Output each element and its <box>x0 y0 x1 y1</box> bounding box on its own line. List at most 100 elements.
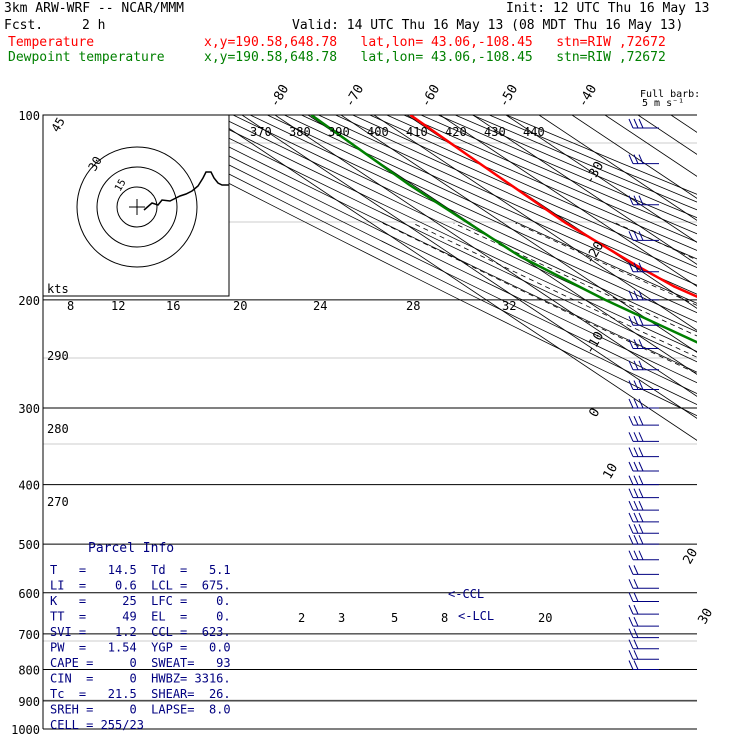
wind-barb-flag <box>628 639 634 649</box>
wind-barb <box>628 415 659 426</box>
wind-barb-flag <box>633 550 639 560</box>
isotherm-label: -80 <box>267 82 292 110</box>
hodograph-ring-label-15: 15 <box>113 178 129 194</box>
isotherm-label: -70 <box>342 82 367 110</box>
isotherm-line <box>538 115 697 221</box>
wind-barb-flag <box>628 579 634 589</box>
wind-barb <box>628 628 659 639</box>
pressure-tick-label: 100 <box>18 109 40 123</box>
wind-barb-flag <box>628 432 634 442</box>
wind-barb-flag <box>633 316 639 326</box>
wind-barb <box>628 475 659 486</box>
barb-legend-title: Full barb: <box>640 89 700 100</box>
temperature-profile-line <box>409 115 697 299</box>
temperature-location: x,y=190.58,648.78 lat,lon= 43.06,-108.45… <box>204 35 666 50</box>
wind-barb-flag <box>633 380 639 390</box>
wind-barb <box>628 118 659 129</box>
wind-barb <box>628 262 659 273</box>
wind-barb-flag <box>638 488 644 498</box>
ccl-marker: <-CCL <box>448 587 484 601</box>
wind-barb-flag <box>638 262 644 272</box>
wind-barb-flag <box>628 534 634 545</box>
wind-barb <box>628 154 659 165</box>
isotherm-line <box>274 115 697 397</box>
wind-barb-flag <box>638 415 644 426</box>
parcel-info-row: LI = 0.6 LCL = 675. <box>50 579 231 593</box>
wind-barb-flag <box>628 550 634 560</box>
dewpoint-location: x,y=190.58,648.78 lat,lon= 43.06,-108.45… <box>204 50 666 65</box>
wind-barb-flag <box>633 534 639 545</box>
mixing-ratio-label: 24 <box>313 299 327 313</box>
isotherm-line <box>472 115 697 265</box>
dry-adiabat-line <box>420 115 697 235</box>
wind-barb-flag <box>638 195 644 205</box>
isotherm-line <box>208 115 697 441</box>
wind-barb-flag <box>638 461 644 472</box>
wind-barb-flag <box>638 550 644 560</box>
wind-barb-flag <box>628 339 634 349</box>
wind-barb-flag <box>628 475 634 485</box>
parcel-info-row: SVI = 1.2 CCL = 623. <box>50 625 231 639</box>
theta-side-label: 270 <box>47 495 69 509</box>
parcel-info-row: CELL = 255/23 <box>50 718 144 732</box>
wind-barb-flag <box>628 488 634 498</box>
lower-mixing-label: 2 <box>298 611 305 625</box>
wind-barb-flag <box>633 154 639 164</box>
lower-mixing-label: 5 <box>391 611 398 625</box>
wind-barb <box>628 604 659 615</box>
wind-barb-flag <box>633 447 639 457</box>
dry-adiabat-line <box>147 115 697 384</box>
wind-barb <box>628 290 659 301</box>
dry-adiabat-line <box>181 115 697 363</box>
theta-label: 390 <box>328 125 350 139</box>
isotherm-line <box>373 115 697 331</box>
wind-barb <box>628 639 659 650</box>
wind-barb-flag <box>633 604 639 615</box>
wind-barb-flag <box>628 118 634 129</box>
dry-adiabat-line <box>250 115 697 323</box>
parcel-info-row: PW = 1.54 YGP = 0.0 <box>50 641 231 655</box>
mixing-ratio-label: 20 <box>233 299 247 313</box>
theta-label: 440 <box>523 125 545 139</box>
hodograph-ring-label-45: 45 <box>48 115 67 135</box>
wind-barb-flag <box>633 592 639 602</box>
wind-barb <box>628 316 659 326</box>
forecast-hour: 2 h <box>82 18 106 33</box>
wind-barb <box>628 534 659 545</box>
isotherm-line <box>241 115 697 419</box>
wind-barb-flag <box>638 512 644 523</box>
wind-barb-flag <box>633 415 639 426</box>
pressure-tick-label: 600 <box>18 587 40 601</box>
pressure-tick-label: 700 <box>18 628 40 642</box>
wind-barb-flag <box>638 534 644 545</box>
mixing-ratio-label: 8 <box>67 299 74 313</box>
pressure-tick-label: 200 <box>18 294 40 308</box>
dry-adiabat-line <box>232 115 697 333</box>
wind-barb-flag <box>638 118 644 129</box>
wind-barb <box>628 360 659 371</box>
wind-barb-flag <box>633 475 639 485</box>
wind-barb-flag <box>628 592 634 602</box>
wind-barb <box>628 461 659 472</box>
barb-legend-unit: 5 m s⁻¹ <box>642 98 684 109</box>
hodograph-ring-label-30: 30 <box>85 154 104 174</box>
pressure-tick-label: 500 <box>18 538 40 552</box>
wind-barb-flag <box>628 380 634 390</box>
mixing-ratio-label: 32 <box>502 299 516 313</box>
wind-barb <box>628 432 659 442</box>
wind-barb-flag <box>628 500 634 511</box>
lower-mixing-label: 8 <box>441 611 448 625</box>
wind-barb-flag <box>638 447 644 457</box>
wind-barb-flag <box>628 565 634 575</box>
dry-adiabat-line <box>198 115 697 353</box>
wind-barb-flag <box>628 604 634 615</box>
isotherm-label: -40 <box>575 82 600 110</box>
wind-barb <box>628 488 659 499</box>
theta-label: 400 <box>367 125 389 139</box>
wind-barb-flag <box>628 650 634 660</box>
parcel-info-row: TT = 49 EL = 0. <box>50 610 231 624</box>
moist-adiabat-line <box>453 222 697 337</box>
wind-barb-flag <box>633 565 639 575</box>
dry-adiabat-line <box>386 115 697 251</box>
wind-barb-flag <box>633 290 639 301</box>
